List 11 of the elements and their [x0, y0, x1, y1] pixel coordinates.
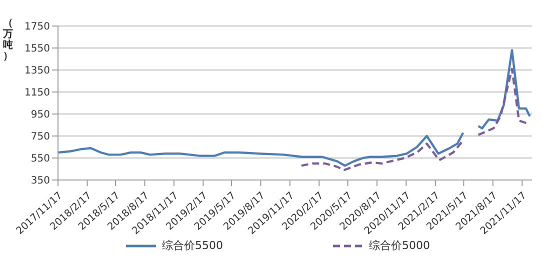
y-tick-label: 1750 — [24, 22, 50, 33]
y-tick-label: 1550 — [24, 44, 50, 55]
y-tick-label: 1350 — [24, 66, 50, 77]
legend-label: 综合价5000 — [369, 238, 430, 253]
legend-label: 综合价5500 — [162, 238, 223, 253]
y-tick-label: 1150 — [24, 88, 50, 99]
y-tick-label: 750 — [30, 132, 50, 143]
y-tick-label: 350 — [30, 176, 50, 187]
y-tick-label: 950 — [30, 110, 50, 121]
y-axis-title: （万吨） — [2, 18, 14, 62]
y-tick-label: 550 — [30, 154, 50, 165]
